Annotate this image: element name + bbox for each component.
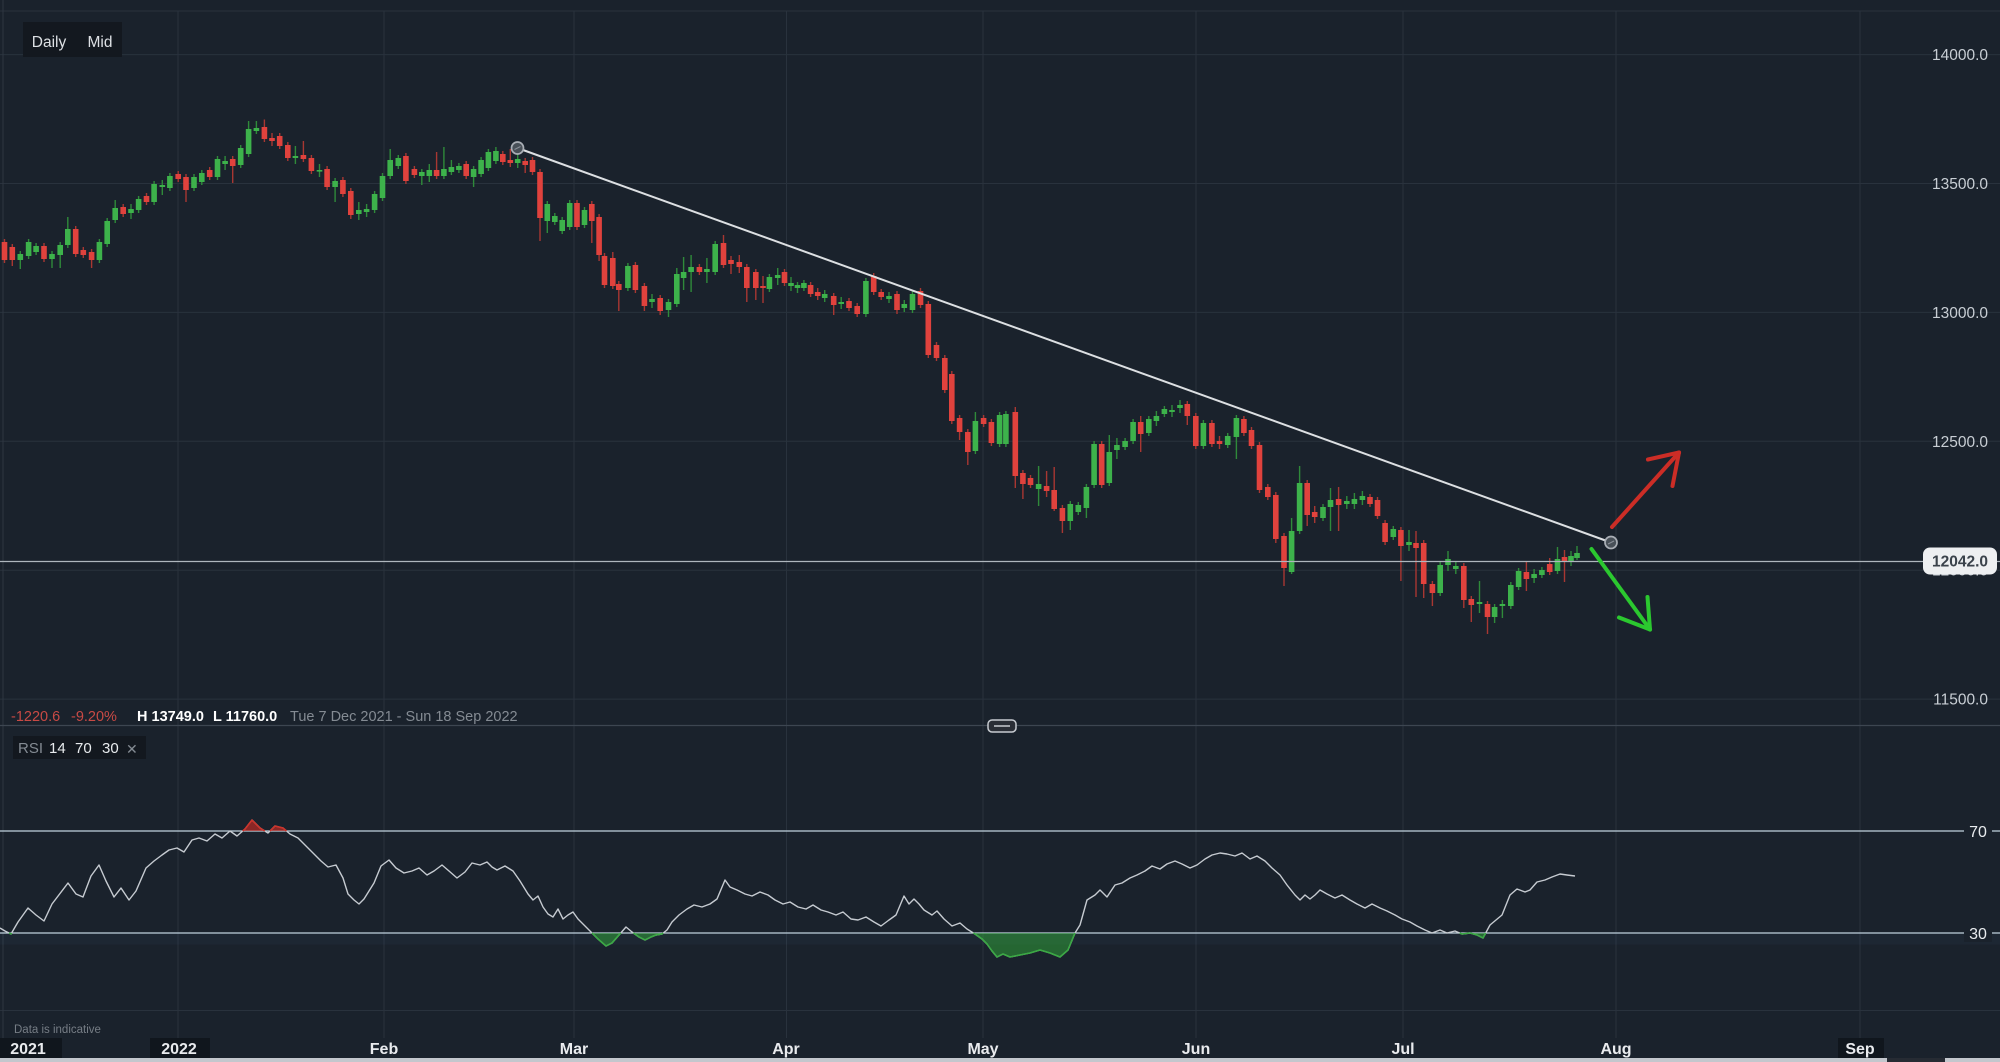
svg-text:RSI: RSI (18, 740, 43, 757)
svg-text:2022: 2022 (161, 1041, 197, 1058)
svg-text:12500.0: 12500.0 (1932, 434, 1988, 451)
svg-text:14000.0: 14000.0 (1932, 47, 1988, 64)
svg-text:✕: ✕ (126, 741, 138, 757)
svg-text:-1220.6: -1220.6 (11, 709, 60, 725)
svg-text:Tue 7 Dec 2021 - Sun 18 Sep 20: Tue 7 Dec 2021 - Sun 18 Sep 2022 (290, 709, 518, 725)
svg-text:Mid: Mid (88, 34, 113, 51)
svg-text:30: 30 (102, 740, 119, 757)
svg-text:Feb: Feb (370, 1041, 399, 1058)
svg-text:70: 70 (75, 740, 92, 757)
svg-text:30: 30 (1969, 926, 1987, 943)
svg-text:14: 14 (49, 740, 66, 757)
svg-text:-9.20%: -9.20% (71, 709, 117, 725)
svg-text:Sep: Sep (1845, 1041, 1875, 1058)
svg-text:2021: 2021 (10, 1041, 46, 1058)
svg-text:Mar: Mar (560, 1041, 588, 1058)
svg-text:Daily: Daily (32, 34, 67, 51)
svg-text:13000.0: 13000.0 (1932, 305, 1988, 322)
svg-text:Data is indicative: Data is indicative (14, 1024, 101, 1036)
svg-text:H 13749.0: H 13749.0 (137, 709, 204, 725)
svg-text:L 11760.0: L 11760.0 (213, 709, 277, 725)
svg-text:70: 70 (1969, 824, 1987, 841)
svg-text:12042.0: 12042.0 (1932, 554, 1988, 571)
svg-text:11500.0: 11500.0 (1933, 692, 1988, 709)
svg-text:Aug: Aug (1600, 1041, 1631, 1058)
svg-text:13500.0: 13500.0 (1932, 176, 1988, 193)
svg-text:Jul: Jul (1391, 1041, 1414, 1058)
svg-text:Jun: Jun (1182, 1041, 1210, 1058)
svg-text:May: May (967, 1041, 998, 1058)
svg-text:Apr: Apr (772, 1041, 800, 1058)
